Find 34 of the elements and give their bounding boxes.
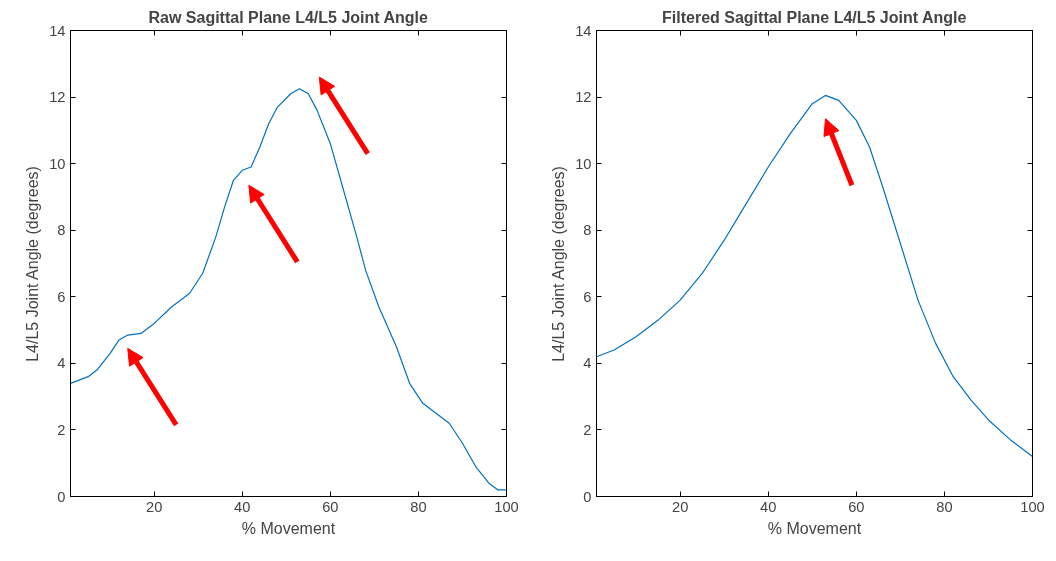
x-axis-title: % Movement bbox=[767, 519, 862, 537]
x-tick-label: 40 bbox=[760, 498, 777, 515]
y-tick-label: 0 bbox=[57, 488, 66, 505]
y-tick-label: 12 bbox=[575, 89, 592, 106]
x-axis-title: % Movement bbox=[241, 519, 336, 537]
y-tick-label: 6 bbox=[57, 288, 66, 305]
x-tick-label: 80 bbox=[936, 498, 953, 515]
x-tick-label: 60 bbox=[322, 498, 339, 515]
y-tick-label: 0 bbox=[583, 488, 592, 505]
y-tick-label: 10 bbox=[49, 155, 66, 172]
y-tick-label: 2 bbox=[57, 421, 66, 438]
y-tick-label: 10 bbox=[575, 155, 592, 172]
y-tick-label: 4 bbox=[57, 355, 66, 372]
chart-title: Raw Sagittal Plane L4/L5 Joint Angle bbox=[148, 8, 429, 26]
x-tick-label: 100 bbox=[1020, 498, 1045, 515]
chart-title: Filtered Sagittal Plane L4/L5 Joint Angle bbox=[662, 8, 967, 26]
x-tick-label: 40 bbox=[234, 498, 251, 515]
y-tick-label: 2 bbox=[583, 421, 592, 438]
x-tick-label: 100 bbox=[494, 498, 519, 515]
line-series bbox=[596, 94, 1033, 458]
y-tick-label: 14 bbox=[575, 22, 592, 39]
y-tick-label: 8 bbox=[583, 222, 592, 239]
y-tick-label: 12 bbox=[49, 89, 66, 106]
x-tick-label: 60 bbox=[848, 498, 865, 515]
y-axis-title: L4/L5 Joint Angle (degrees) bbox=[24, 166, 42, 362]
x-tick-label: 80 bbox=[410, 498, 427, 515]
line-series bbox=[70, 88, 507, 491]
y-tick-label: 8 bbox=[57, 222, 66, 239]
y-tick-label: 6 bbox=[583, 288, 592, 305]
y-tick-label: 14 bbox=[49, 22, 66, 39]
x-tick-label: 20 bbox=[672, 498, 689, 515]
x-tick-label: 20 bbox=[146, 498, 163, 515]
y-tick-label: 4 bbox=[583, 355, 592, 372]
y-axis-title: L4/L5 Joint Angle (degrees) bbox=[550, 166, 568, 362]
